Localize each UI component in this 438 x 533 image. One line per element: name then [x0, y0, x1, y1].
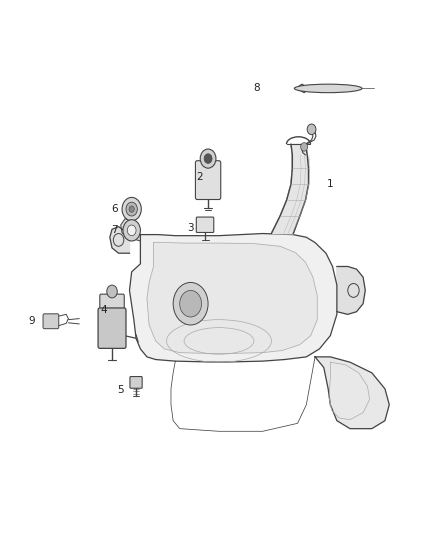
Polygon shape — [337, 266, 365, 314]
Polygon shape — [315, 357, 389, 429]
Circle shape — [204, 154, 212, 164]
Circle shape — [200, 149, 216, 168]
Circle shape — [173, 282, 208, 325]
Text: 6: 6 — [111, 204, 117, 214]
Circle shape — [127, 225, 136, 236]
Polygon shape — [110, 227, 130, 253]
Text: 9: 9 — [28, 316, 35, 326]
Circle shape — [307, 124, 316, 135]
Circle shape — [126, 202, 138, 216]
Polygon shape — [272, 144, 308, 233]
Circle shape — [107, 285, 117, 298]
Text: 5: 5 — [117, 385, 124, 395]
FancyBboxPatch shape — [196, 217, 214, 232]
FancyBboxPatch shape — [195, 161, 221, 199]
Text: 4: 4 — [100, 305, 106, 315]
Text: 1: 1 — [327, 179, 334, 189]
Circle shape — [123, 220, 141, 241]
Circle shape — [300, 143, 307, 151]
Polygon shape — [121, 219, 141, 241]
Circle shape — [129, 206, 134, 212]
FancyBboxPatch shape — [100, 294, 124, 313]
FancyBboxPatch shape — [98, 308, 126, 349]
Circle shape — [180, 290, 201, 317]
Polygon shape — [147, 243, 317, 354]
Circle shape — [122, 197, 141, 221]
Text: 3: 3 — [187, 223, 194, 233]
Text: 8: 8 — [253, 83, 259, 93]
Ellipse shape — [294, 84, 362, 93]
Polygon shape — [130, 233, 337, 362]
FancyBboxPatch shape — [130, 376, 142, 388]
Text: 7: 7 — [111, 225, 117, 236]
Text: 2: 2 — [196, 172, 203, 182]
FancyBboxPatch shape — [43, 314, 59, 329]
